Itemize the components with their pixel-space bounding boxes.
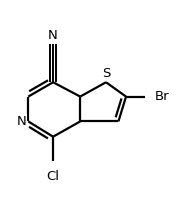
Text: N: N — [17, 115, 26, 128]
Text: S: S — [102, 67, 110, 80]
Text: Br: Br — [155, 90, 169, 103]
Text: Cl: Cl — [47, 170, 60, 183]
Text: N: N — [48, 29, 58, 42]
